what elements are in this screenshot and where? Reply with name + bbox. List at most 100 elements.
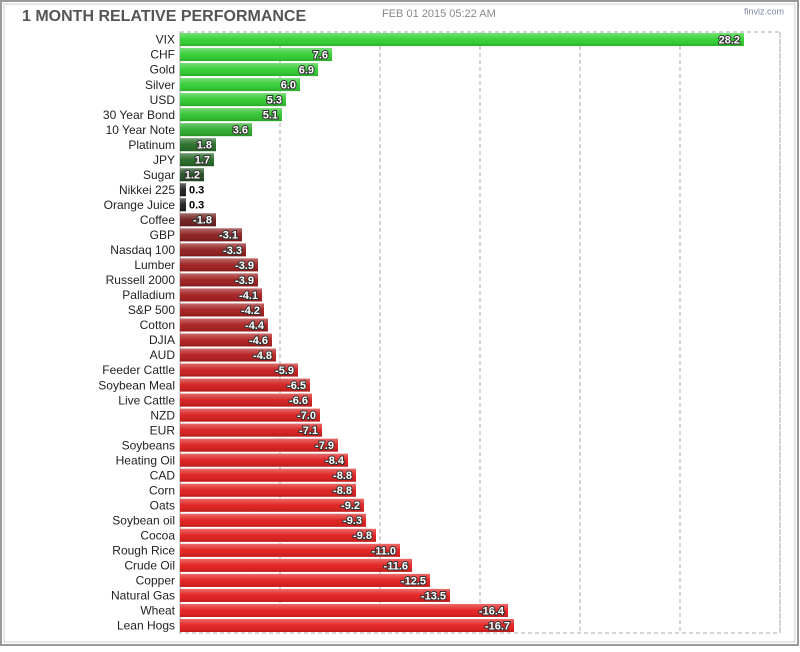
bar-shine bbox=[180, 213, 216, 227]
chart-date: FEB 01 2015 05:22 AM bbox=[382, 8, 496, 20]
value-label: -3.9 bbox=[235, 275, 254, 287]
bar-shine bbox=[180, 78, 300, 92]
category-label: Palladium bbox=[122, 288, 175, 302]
bar-shine bbox=[180, 63, 318, 77]
value-label: -9.3 bbox=[343, 515, 362, 527]
category-label: Sugar bbox=[143, 168, 175, 182]
category-label: Lumber bbox=[134, 258, 175, 272]
bar-shine bbox=[180, 48, 332, 62]
bar-shine bbox=[180, 183, 186, 197]
value-label: 3.6 bbox=[233, 125, 248, 137]
value-label: 5.3 bbox=[267, 95, 282, 107]
bar-shine bbox=[180, 273, 258, 287]
category-label: Live Cattle bbox=[118, 393, 175, 407]
category-label: Cocoa bbox=[140, 529, 175, 543]
value-label: -4.8 bbox=[253, 350, 272, 362]
bar-shine bbox=[180, 348, 276, 362]
frame-inner bbox=[3, 3, 796, 643]
category-label: Copper bbox=[136, 574, 175, 588]
value-label: 1.7 bbox=[195, 155, 210, 167]
bar-shine bbox=[180, 363, 298, 377]
value-label: -13.5 bbox=[421, 590, 446, 602]
bar-shine bbox=[180, 303, 264, 317]
bar-shine bbox=[180, 33, 744, 47]
category-label: S&P 500 bbox=[128, 303, 175, 317]
bar-shine bbox=[180, 603, 508, 617]
category-label: Wheat bbox=[140, 604, 175, 618]
category-label: Coffee bbox=[140, 213, 175, 227]
bar-shine bbox=[180, 468, 356, 482]
value-label: -6.6 bbox=[289, 395, 308, 407]
bar-shine bbox=[180, 93, 286, 107]
category-label: EUR bbox=[150, 423, 176, 437]
category-label: Platinum bbox=[128, 138, 175, 152]
value-label: -4.2 bbox=[241, 305, 260, 317]
bar-shine bbox=[180, 528, 376, 542]
value-label: 5.1 bbox=[263, 110, 278, 122]
category-label: USD bbox=[150, 93, 176, 107]
bar-shine bbox=[180, 408, 320, 422]
source[interactable]: finviz.com bbox=[744, 6, 784, 16]
value-label: 28.2 bbox=[719, 34, 740, 46]
value-label: -1.8 bbox=[193, 215, 212, 227]
category-label: Nikkei 225 bbox=[119, 183, 175, 197]
bar-shine bbox=[180, 318, 268, 332]
bar-shine bbox=[180, 393, 312, 407]
category-label: Soybean Meal bbox=[98, 378, 175, 392]
category-label: Soybeans bbox=[122, 438, 175, 452]
bar-shine bbox=[180, 243, 246, 257]
value-label: 0.3 bbox=[189, 200, 204, 212]
plot-area bbox=[179, 31, 781, 634]
category-label: Heating Oil bbox=[116, 453, 175, 467]
bar-shine bbox=[180, 198, 186, 212]
value-label: 6.0 bbox=[281, 79, 296, 91]
category-label: Oats bbox=[150, 498, 175, 512]
category-label: Soybean oil bbox=[112, 513, 175, 527]
bar-shine bbox=[180, 258, 258, 272]
bar-shine bbox=[180, 543, 400, 557]
bar-shine bbox=[180, 333, 272, 347]
category-label: Feeder Cattle bbox=[102, 363, 175, 377]
category-label: AUD bbox=[150, 348, 176, 362]
value-label: 1.8 bbox=[197, 140, 212, 152]
bar-shine bbox=[180, 423, 322, 437]
bar-shine bbox=[180, 588, 450, 602]
category-label: JPY bbox=[153, 153, 175, 167]
category-label: Cotton bbox=[140, 318, 175, 332]
value-label: 1.2 bbox=[185, 170, 200, 182]
value-label: -8.8 bbox=[333, 470, 352, 482]
value-label: -4.6 bbox=[249, 335, 268, 347]
value-label: -16.7 bbox=[485, 620, 510, 632]
value-label: -3.9 bbox=[235, 260, 254, 272]
category-label: Natural Gas bbox=[111, 589, 175, 603]
value-label: -7.0 bbox=[297, 410, 316, 422]
bar-shine bbox=[180, 108, 282, 122]
category-label: CAD bbox=[150, 468, 176, 482]
bar-shine bbox=[180, 483, 356, 497]
bar-shine bbox=[180, 453, 348, 467]
bar-shine bbox=[180, 138, 216, 152]
category-label: Crude Oil bbox=[124, 559, 175, 573]
bar-shine bbox=[180, 573, 430, 587]
value-label: -16.4 bbox=[479, 605, 505, 617]
category-label: Russell 2000 bbox=[106, 273, 176, 287]
category-label: Corn bbox=[149, 483, 175, 497]
category-label: Rough Rice bbox=[112, 544, 175, 558]
bar-shine bbox=[180, 513, 366, 527]
bar-shine bbox=[180, 153, 214, 167]
category-label: CHF bbox=[150, 48, 175, 62]
bar-shine bbox=[180, 498, 364, 512]
value-label: -8.4 bbox=[325, 455, 345, 467]
category-label: VIX bbox=[156, 33, 175, 47]
bar-shine bbox=[180, 168, 204, 182]
bar-shine bbox=[180, 438, 338, 452]
category-label: DJIA bbox=[149, 333, 175, 347]
value-label: -5.9 bbox=[275, 365, 294, 377]
bar-shine bbox=[180, 618, 514, 632]
category-label: Gold bbox=[150, 63, 175, 77]
value-label: 0.3 bbox=[189, 185, 204, 197]
value-label: -9.2 bbox=[341, 500, 360, 512]
category-label: GBP bbox=[150, 228, 175, 242]
